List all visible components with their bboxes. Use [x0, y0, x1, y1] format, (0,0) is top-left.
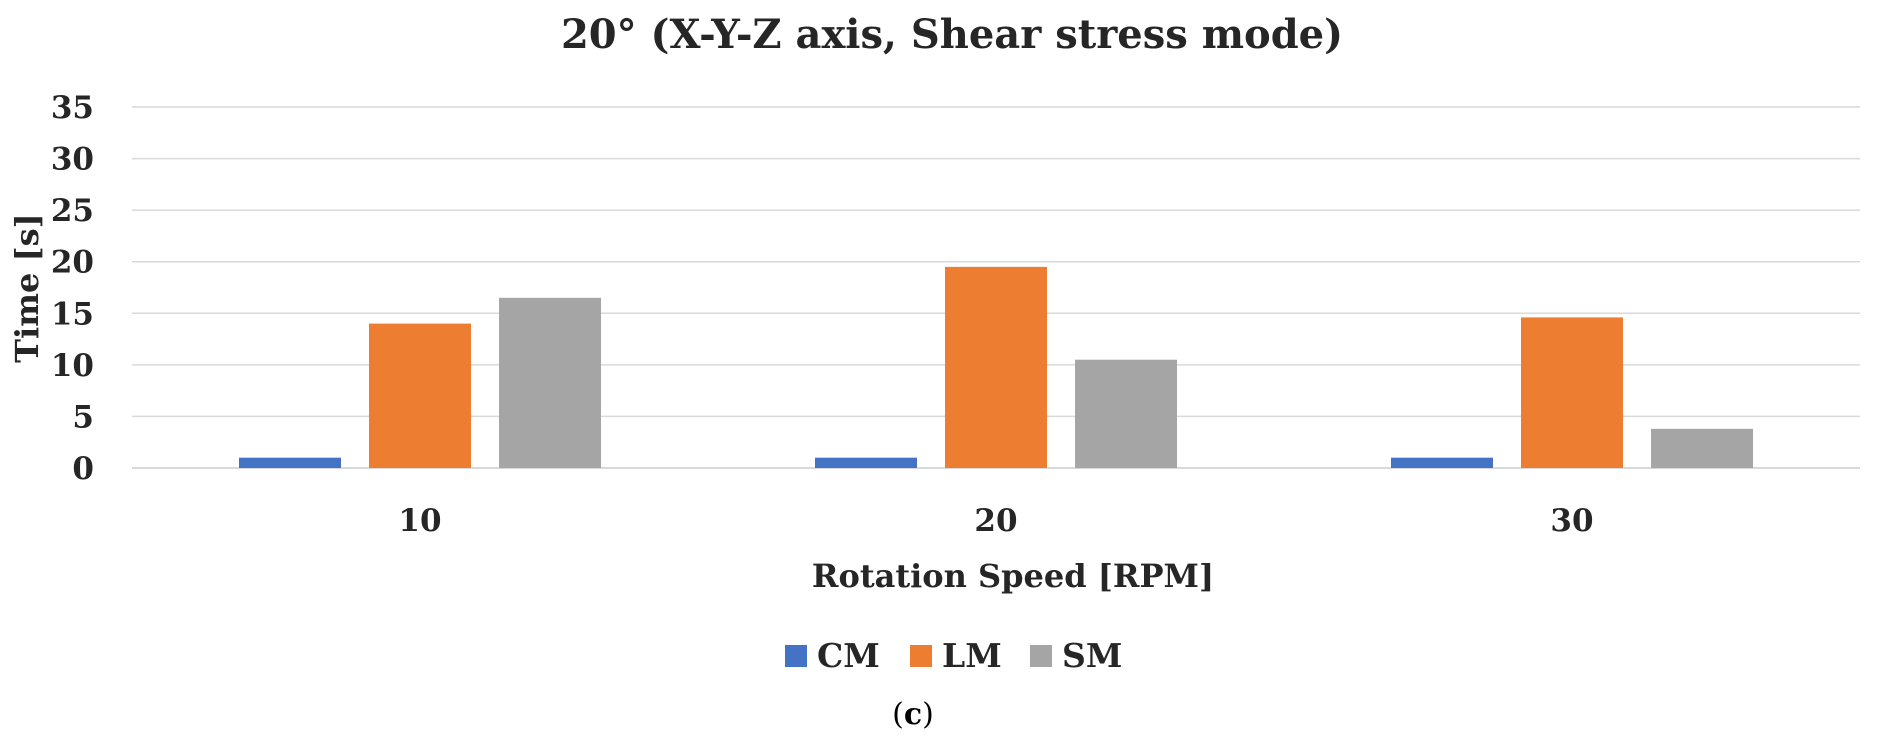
chart-title: 20° (X-Y-Z axis, Shear stress mode) — [561, 11, 1343, 58]
x-tick-label: 10 — [398, 503, 441, 539]
legend: CM LM SM — [785, 636, 1122, 675]
legend-item-lm: LM — [910, 636, 1002, 675]
legend-item-sm: SM — [1030, 636, 1122, 675]
bars — [239, 266, 1753, 468]
bar-lm-10 — [369, 323, 471, 468]
y-tick-label: 10 — [51, 348, 94, 384]
x-axis-ticks: 10 20 30 — [398, 503, 1593, 539]
legend-label: LM — [942, 636, 1002, 675]
y-tick-label: 0 — [72, 451, 94, 487]
legend-swatch — [910, 645, 932, 667]
y-tick-label: 30 — [51, 142, 94, 178]
bar-cm-10 — [239, 457, 341, 468]
bar-sm-10 — [499, 297, 601, 468]
legend-label: SM — [1062, 636, 1122, 675]
legend-swatch — [1030, 645, 1052, 667]
y-tick-label: 15 — [51, 296, 94, 332]
bar-cm-30 — [1391, 457, 1493, 468]
bar-cm-20 — [815, 457, 917, 468]
y-tick-label: 35 — [51, 90, 94, 126]
figure-caption: (c) — [892, 697, 934, 732]
x-tick-label: 30 — [1550, 503, 1593, 539]
bar-sm-20 — [1075, 359, 1177, 468]
bar-sm-30 — [1651, 428, 1753, 468]
y-axis-ticks: 0 5 10 15 20 25 30 35 — [51, 90, 94, 487]
x-tick-label: 20 — [974, 503, 1017, 539]
legend-item-cm: CM — [785, 636, 880, 675]
x-axis-label: Rotation Speed [RPM] — [812, 557, 1214, 595]
legend-swatch — [785, 645, 807, 667]
y-tick-label: 20 — [51, 245, 94, 281]
y-tick-label: 25 — [51, 193, 94, 229]
bar-lm-20 — [945, 266, 1047, 468]
y-axis-label: Time [s] — [8, 213, 46, 363]
bar-lm-30 — [1521, 317, 1623, 468]
legend-label: CM — [817, 636, 880, 675]
y-tick-label: 5 — [72, 399, 94, 435]
caption-letter: c — [904, 697, 922, 732]
